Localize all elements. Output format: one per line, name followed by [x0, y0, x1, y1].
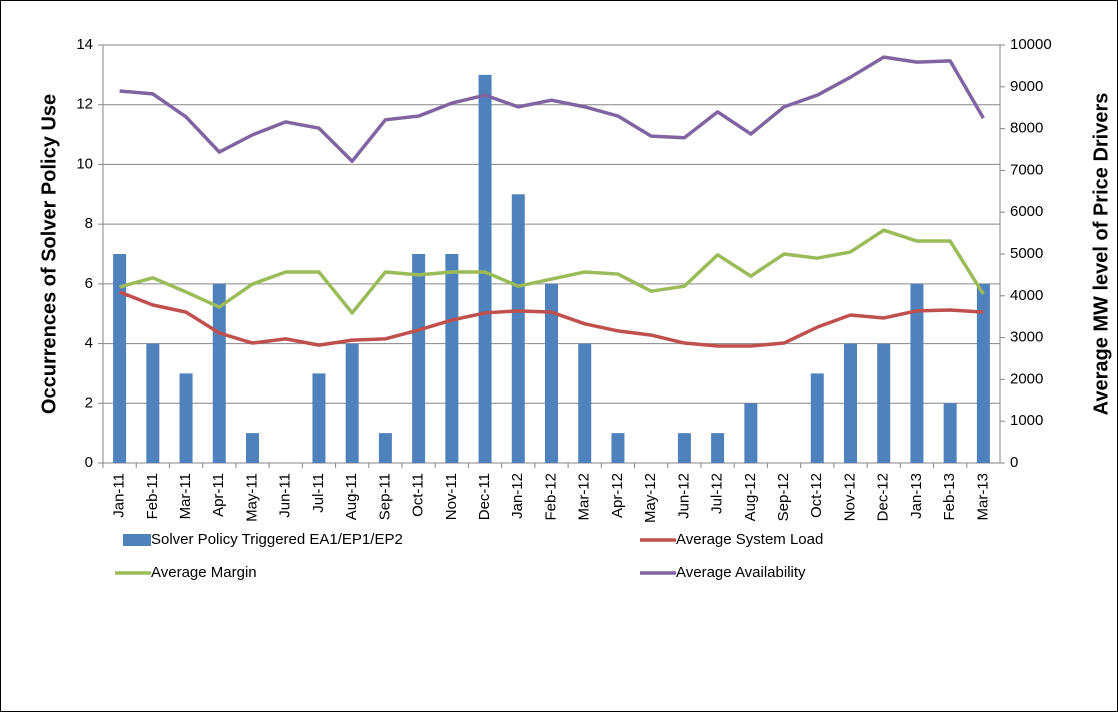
x-tick-label: Nov-12	[841, 473, 858, 521]
bar	[910, 283, 924, 463]
bar	[877, 343, 891, 463]
bar	[677, 433, 691, 463]
x-tick-label: Nov-11	[443, 473, 460, 520]
bar	[246, 433, 259, 463]
legend-label: Average Availability	[676, 564, 806, 581]
y2-tick-label: 6000	[1010, 203, 1043, 220]
y-tick-label: 6	[85, 275, 93, 292]
bar	[976, 283, 990, 463]
y2-tick-label: 7000	[1010, 161, 1043, 178]
x-tick-label: Jan-13	[908, 473, 925, 519]
x-tick-label: Jan-11	[111, 473, 128, 518]
x-tick-label: May-12	[642, 473, 659, 523]
x-tick-label: Jan-12	[509, 473, 526, 519]
bar	[478, 74, 492, 463]
x-tick-label: Oct-12	[808, 473, 825, 518]
x-tick-label: Feb-13	[941, 473, 958, 521]
x-tick-label: Mar-12	[576, 473, 593, 521]
x-tick-label: Dec-11	[476, 473, 493, 520]
bar	[113, 254, 127, 463]
bar	[511, 194, 525, 464]
x-tick-label: Jul-11	[310, 473, 327, 513]
bar	[345, 343, 359, 463]
y2-tick-label: 8000	[1010, 120, 1043, 137]
y2-tick-label: 4000	[1010, 287, 1043, 304]
bar	[146, 343, 160, 463]
bar	[744, 403, 758, 463]
bar	[711, 433, 725, 463]
bar	[844, 343, 857, 463]
line-series	[118, 290, 984, 348]
x-tick-label: May-11	[243, 473, 260, 522]
bar	[545, 283, 558, 463]
bar	[611, 433, 625, 463]
legend-label: Average Margin	[151, 564, 257, 581]
y2-tick-label: 0	[1010, 454, 1018, 471]
x-tick-label: Jun-11	[277, 473, 294, 518]
legend-label: Solver Policy Triggered EA1/EP1/EP2	[151, 531, 403, 548]
bar	[810, 373, 824, 463]
bar	[212, 283, 226, 463]
line-series	[119, 55, 985, 163]
x-tick-label: Jul-12	[709, 473, 726, 514]
legend-label: Average System Load	[676, 531, 823, 548]
x-tick-label: Jun-12	[675, 473, 692, 519]
legend-swatch	[123, 534, 151, 546]
y-tick-label: 8	[85, 215, 93, 232]
x-tick-label: Oct-11	[410, 473, 427, 517]
line-series	[119, 228, 985, 315]
x-tick-label: Apr-12	[609, 473, 626, 518]
bar	[312, 373, 326, 463]
y2-tick-label: 9000	[1010, 78, 1043, 95]
x-tick-label: Sep-12	[775, 473, 792, 521]
x-tick-label: Dec-12	[875, 473, 892, 521]
bar	[445, 254, 459, 463]
x-tick-label: Apr-11	[210, 473, 227, 517]
x-tick-label: Sep-11	[376, 473, 393, 520]
x-tick-label: Aug-11	[343, 473, 360, 520]
x-tick-label: Aug-12	[742, 473, 759, 521]
y2-tick-label: 2000	[1010, 370, 1043, 387]
bar	[943, 403, 957, 463]
bar	[578, 343, 592, 463]
x-tick-label: Feb-12	[542, 473, 559, 521]
x-tick-label: Feb-11	[144, 473, 161, 519]
bar	[179, 373, 193, 463]
y-tick-label: 12	[76, 96, 93, 113]
y-tick-label: 0	[85, 454, 93, 471]
y2-tick-label: 3000	[1010, 329, 1043, 346]
y2-tick-label: 5000	[1010, 245, 1043, 262]
bar	[412, 254, 426, 463]
y2-tick-label: 1000	[1010, 412, 1043, 429]
y-tick-label: 14	[76, 36, 93, 53]
y-tick-label: 4	[85, 335, 93, 352]
x-tick-label: Mar-13	[974, 473, 991, 521]
y-tick-label: 10	[76, 155, 93, 172]
y2-tick-label: 10000	[1010, 36, 1052, 53]
y-axis-title: Occurrences of Solver Policy Use	[38, 94, 60, 414]
y-tick-label: 2	[85, 394, 93, 411]
y2-axis-title: Average MW level of Price Drivers	[1090, 93, 1112, 416]
bar	[378, 433, 392, 463]
x-tick-label: Mar-11	[177, 473, 194, 519]
